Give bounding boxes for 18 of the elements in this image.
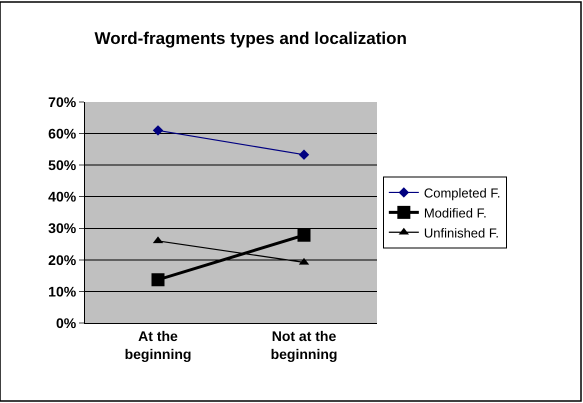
legend-label: Modified F. [424, 205, 487, 220]
y-tick-label: 10% [48, 283, 77, 300]
y-tick-label: 20% [48, 252, 77, 268]
y-tick-label: 30% [48, 220, 77, 236]
legend-label: Completed F. [424, 186, 500, 201]
x-tick-label: Not at the beginning [270, 328, 338, 362]
y-tick-label: 50% [48, 157, 77, 174]
legend-label: Unfinished F. [424, 225, 499, 240]
point [298, 228, 310, 242]
x-tick-label: At the beginning [124, 328, 192, 362]
point [298, 150, 310, 160]
point [152, 273, 164, 286]
y-tick-label: 40% [48, 188, 77, 205]
y-tick-label: 0% [56, 314, 77, 331]
point [152, 125, 164, 136]
chart-title: Word-fragments types and localization [94, 29, 407, 48]
y-tick-label: 60% [48, 125, 77, 142]
y-tick-label: 70% [48, 94, 77, 110]
